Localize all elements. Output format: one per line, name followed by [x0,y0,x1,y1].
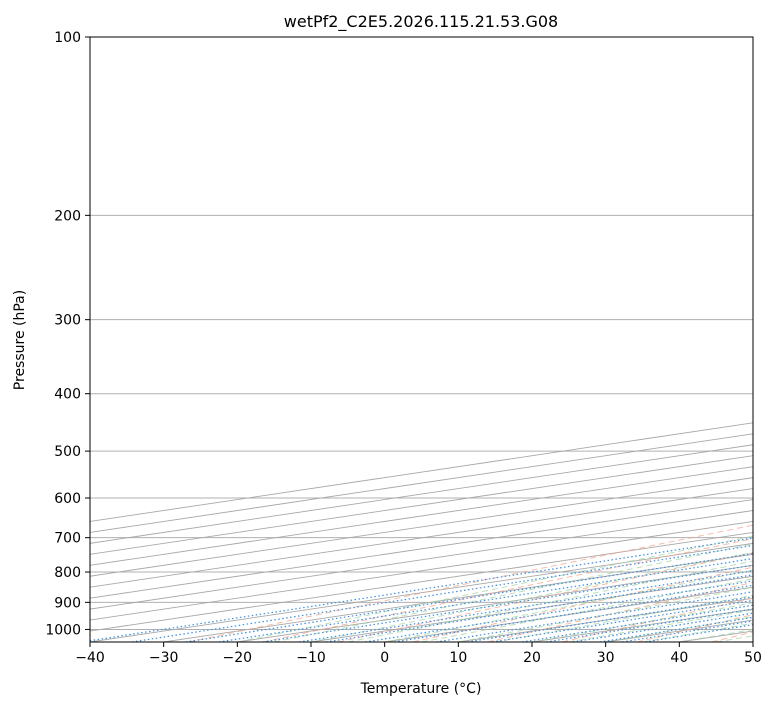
y-tick-label: 900 [54,595,81,611]
x-tick-label: 40 [670,650,688,666]
y-tick-label: 300 [54,313,81,329]
y-tick-label: 400 [54,387,81,403]
x-tick-label: 30 [597,650,615,666]
x-tick-label: 0 [380,650,389,666]
x-tick-label: −30 [149,650,179,666]
x-tick-label: 20 [523,650,541,666]
y-tick-label: 1000 [45,622,81,638]
x-tick-label: 10 [449,650,467,666]
y-axis-label: Pressure (hPa) [12,290,28,390]
y-tick-label: 600 [54,491,81,507]
x-tick-label: 50 [744,650,762,666]
y-tick-label: 100 [54,30,81,46]
y-tick-label: 700 [54,531,81,547]
x-tick-label: −40 [75,650,105,666]
y-tick-label: 800 [54,565,81,581]
x-tick-label: −10 [296,650,326,666]
y-tick-label: 200 [54,208,81,224]
chart-title: wetPf2_C2E5.2026.115.21.53.G08 [284,12,558,32]
y-tick-label: 500 [54,444,81,460]
x-axis-label: Temperature (°C) [360,681,482,697]
x-tick-label: −20 [223,650,253,666]
